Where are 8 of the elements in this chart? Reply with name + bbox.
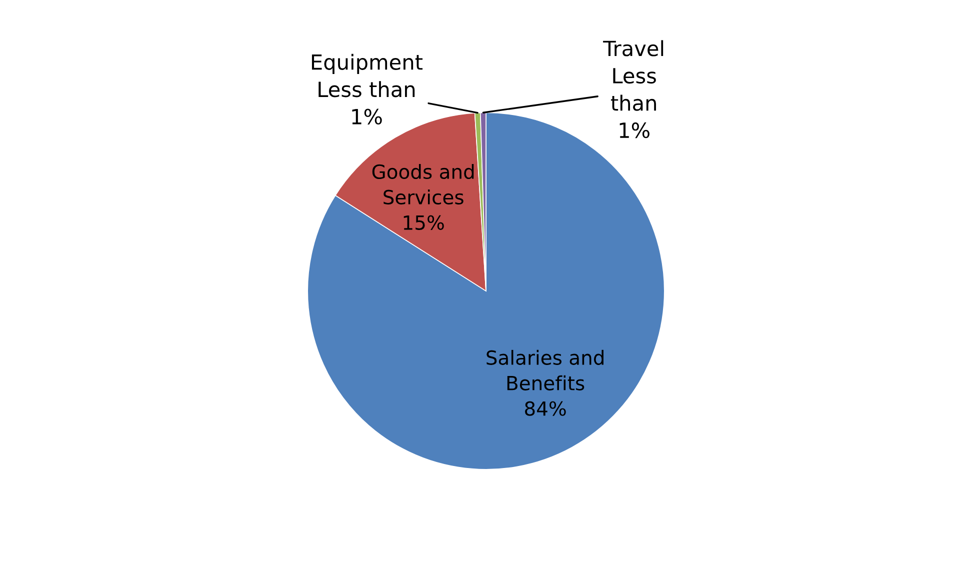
slice-label: Equipment Less than — [312, 54, 423, 98]
data-label: 15% — [404, 215, 444, 230]
slice-label: Salaries and Benefits — [486, 350, 604, 390]
data-label: 84% — [525, 401, 566, 416]
slice-label: Travel Less than — [603, 40, 664, 111]
slice-label: Goods and Services — [372, 164, 474, 205]
data-label: 1% — [620, 122, 650, 138]
data-label: 1% — [352, 108, 382, 125]
